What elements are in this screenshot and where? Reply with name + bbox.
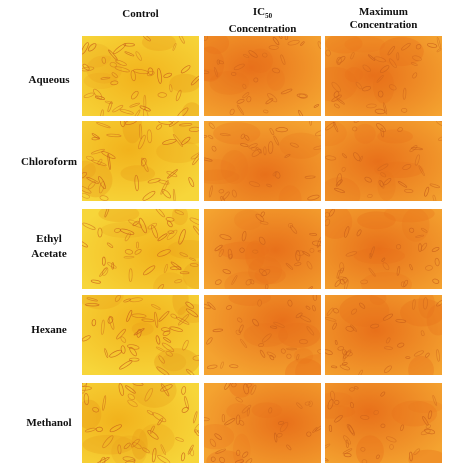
micrograph-methanol-control <box>82 383 199 463</box>
micrograph-ethyl-acetate-control <box>82 209 199 289</box>
row-label-ethyl-acetate-line2: Acetate <box>31 248 67 260</box>
row-label-aqueous-line1: Aqueous <box>28 74 70 86</box>
column-header-control: Control <box>82 8 199 21</box>
row-label-hexane-line1: Hexane <box>31 324 67 336</box>
row-label-aqueous: Aqueous <box>14 73 84 88</box>
micrograph-chloroform-control <box>82 121 199 201</box>
column-header-maximum-line2: Concentration <box>349 19 418 31</box>
micrograph-aqueous-maximum <box>325 36 442 116</box>
row-label-hexane: Hexane <box>14 323 84 338</box>
row-label-ethyl-acetate-line1: Ethyl <box>36 233 62 245</box>
row-label-chloroform: Chloroform <box>14 155 84 170</box>
micrograph-ethyl-acetate-ic50 <box>204 209 321 289</box>
micrograph-aqueous-ic50 <box>204 36 321 116</box>
row-label-ethyl-acetate: Ethyl Acetate <box>14 232 84 262</box>
micrograph-methanol-maximum <box>325 383 442 463</box>
micrograph-hexane-ic50 <box>204 295 321 375</box>
column-header-maximum: Maximum Concentration <box>325 6 442 32</box>
column-header-ic50: IC50 Concentration <box>204 6 321 36</box>
micrograph-chloroform-maximum <box>325 121 442 201</box>
column-header-control-line1: Control <box>122 8 159 20</box>
column-header-ic50-line2: Concentration <box>228 23 297 36</box>
micrograph-hexane-control <box>82 295 199 375</box>
row-label-methanol: Methanol <box>14 416 84 431</box>
micrograph-methanol-ic50 <box>204 383 321 463</box>
column-header-ic50-line1: IC <box>252 6 266 18</box>
column-header-maximum-line1: Maximum <box>359 6 408 18</box>
column-header-ic50-subscript: 50 <box>265 12 273 21</box>
micrograph-ethyl-acetate-maximum <box>325 209 442 289</box>
micrograph-hexane-maximum <box>325 295 442 375</box>
micrograph-chloroform-ic50 <box>204 121 321 201</box>
row-label-chloroform-line1: Chloroform <box>20 156 77 168</box>
micrograph-aqueous-control <box>82 36 199 116</box>
row-label-methanol-line1: Methanol <box>26 417 72 429</box>
